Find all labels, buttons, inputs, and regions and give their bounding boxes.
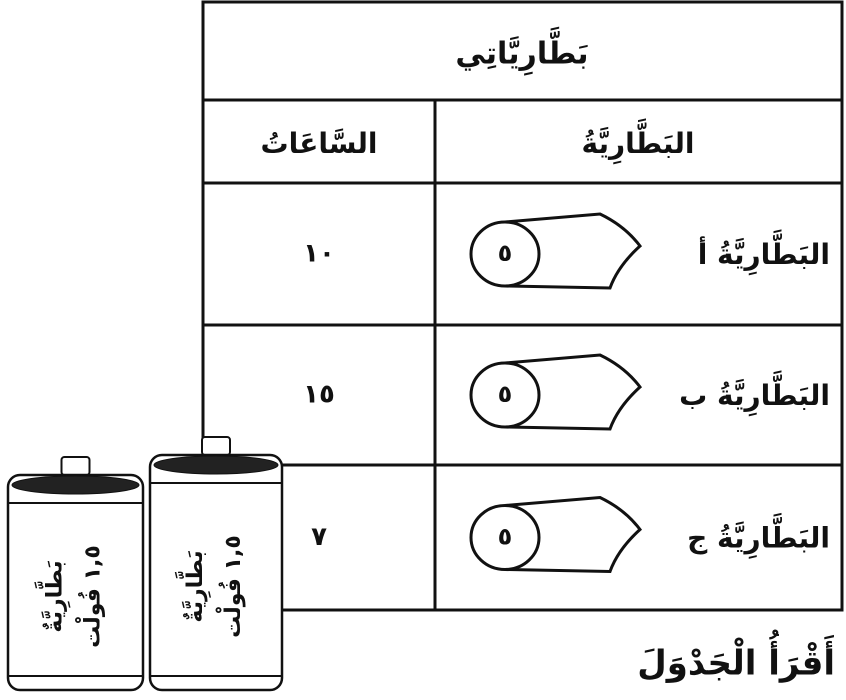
battery-cap — [201, 436, 231, 456]
battery-top — [11, 475, 140, 495]
battery-voltage: ١,٥ فُولْت — [76, 545, 106, 648]
battery-icon-label: ٥ — [498, 523, 513, 551]
battery-drawing: بَطَّارِيَّةٌ ١,٥ فُولْت — [6, 456, 145, 692]
battery-voltage: ١,٥ فُولْت — [216, 535, 246, 638]
battery-cap — [60, 456, 91, 476]
battery-body — [148, 453, 284, 692]
battery-icon: ٥ — [469, 212, 643, 290]
battery-icon: ٥ — [469, 353, 643, 431]
battery-label: البَطَّارِيَّةُ أ — [698, 229, 830, 276]
battery-drawing: بَطَّارِيَّةٌ ١,٥ فُولْت — [148, 436, 284, 692]
hours-cell: ١٥ — [303, 380, 335, 410]
battery-end — [469, 220, 541, 288]
battery-end — [469, 504, 541, 571]
battery-end — [469, 361, 541, 429]
battery-body — [504, 495, 643, 574]
battery-body — [6, 473, 145, 692]
battery-body — [504, 212, 643, 290]
battery-icon: ٥ — [469, 495, 643, 574]
battery-top — [153, 455, 279, 475]
battery-icon-label: ٥ — [498, 380, 513, 408]
battery-label: البَطَّارِيَّةُ ب — [679, 370, 830, 417]
hours-cell: ١٠ — [303, 239, 335, 269]
battery-icon-label: ٥ — [498, 239, 513, 267]
header-hours: السَّاعَاتُ — [261, 127, 378, 160]
hours-cell: ٧ — [311, 522, 327, 552]
battery-body — [504, 353, 643, 431]
caption: أَقْرَأُ الْجَدْوَلَ — [637, 630, 835, 684]
table-title: بَطَّارِيَّاتِي — [455, 26, 588, 77]
header-battery: البَطَّارِيَّةُ — [582, 118, 695, 165]
table-frame — [201, 0, 844, 612]
battery-label: البَطَّارِيَّةُ ج — [687, 512, 830, 559]
